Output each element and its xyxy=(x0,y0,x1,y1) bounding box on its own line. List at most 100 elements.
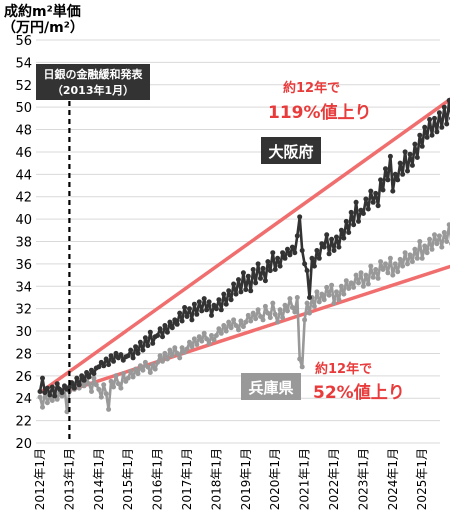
y-tick-label: 32 xyxy=(15,303,32,318)
data-point xyxy=(199,338,205,344)
data-point xyxy=(351,222,357,228)
data-point xyxy=(392,171,398,177)
data-point xyxy=(400,263,406,269)
y-tick-label: 34 xyxy=(15,280,32,295)
data-point xyxy=(341,235,347,241)
data-point xyxy=(343,218,349,224)
data-point xyxy=(441,230,447,235)
data-point xyxy=(106,406,112,412)
data-point xyxy=(446,97,450,103)
x-tick-label: 2016年1月 xyxy=(151,448,165,510)
data-point xyxy=(255,261,261,267)
data-point xyxy=(336,244,342,250)
data-point xyxy=(331,248,337,253)
data-point xyxy=(169,325,175,331)
data-point xyxy=(373,190,379,196)
data-point xyxy=(147,370,153,375)
data-point xyxy=(380,187,386,193)
data-point xyxy=(417,239,423,244)
data-point xyxy=(140,347,146,353)
data-point xyxy=(59,390,65,396)
x-tick-label: 2022年1月 xyxy=(327,448,341,510)
data-point xyxy=(199,308,205,314)
data-point xyxy=(54,381,60,387)
data-point xyxy=(292,250,298,256)
data-point xyxy=(343,278,349,284)
data-point xyxy=(211,337,217,343)
data-point xyxy=(177,355,183,361)
data-point xyxy=(265,259,271,265)
data-point xyxy=(147,329,153,335)
data-point xyxy=(103,391,109,397)
data-point xyxy=(86,381,92,387)
data-point xyxy=(47,392,53,398)
data-point xyxy=(348,209,354,215)
data-point xyxy=(91,371,97,377)
data-point xyxy=(113,350,119,356)
data-point xyxy=(66,384,72,390)
data-point xyxy=(236,277,241,283)
data-point xyxy=(311,303,317,309)
x-tick-label: 2014年1月 xyxy=(92,448,106,510)
x-tick-label: 2012年1月 xyxy=(33,448,47,510)
data-point xyxy=(378,259,384,265)
event-label-line2: （2013年1月） xyxy=(52,83,134,97)
y-tick-label: 52 xyxy=(15,79,32,94)
data-point xyxy=(101,382,107,388)
data-point xyxy=(226,319,232,325)
data-point xyxy=(409,162,415,168)
data-point xyxy=(392,261,398,267)
data-point xyxy=(363,272,369,278)
data-point xyxy=(417,132,423,138)
data-point xyxy=(216,326,222,332)
data-point xyxy=(103,356,109,362)
data-point xyxy=(422,243,428,249)
data-point xyxy=(429,246,435,252)
data-point xyxy=(250,310,256,316)
data-point xyxy=(346,286,352,291)
data-point xyxy=(157,326,163,332)
data-point xyxy=(336,297,342,303)
data-point xyxy=(260,265,266,271)
data-point xyxy=(179,318,185,324)
data-point xyxy=(409,259,415,265)
data-point xyxy=(137,363,143,369)
data-point xyxy=(137,339,143,345)
data-point xyxy=(358,270,364,276)
data-point xyxy=(160,358,165,364)
y-tick-label: 56 xyxy=(15,34,32,49)
data-point xyxy=(191,301,197,307)
data-point xyxy=(383,261,388,267)
data-point xyxy=(324,232,330,238)
data-point xyxy=(101,363,107,369)
data-point xyxy=(213,333,219,338)
data-point xyxy=(255,307,261,313)
y-tick-label: 26 xyxy=(15,370,32,385)
data-point xyxy=(282,302,288,308)
data-point xyxy=(390,188,396,194)
data-point xyxy=(444,121,450,127)
data-point xyxy=(326,251,332,257)
data-point xyxy=(267,268,273,274)
y-tick-label: 42 xyxy=(15,191,32,206)
data-point xyxy=(439,244,445,250)
data-point xyxy=(223,328,229,334)
data-point xyxy=(329,236,335,242)
data-point xyxy=(162,350,168,356)
x-axis-ticks: 2012年1月 2013年1月 2014年1月 2015年1月 2016年1月 2017年… xyxy=(33,448,429,510)
data-point xyxy=(93,382,99,388)
data-point xyxy=(275,255,281,261)
data-point xyxy=(84,370,90,375)
data-point xyxy=(108,353,114,359)
data-point xyxy=(142,335,148,341)
data-point xyxy=(223,301,229,307)
data-point xyxy=(402,149,408,155)
data-point xyxy=(370,274,376,280)
data-point xyxy=(248,318,254,324)
data-point xyxy=(236,327,241,333)
data-point xyxy=(282,255,288,261)
data-point xyxy=(216,297,222,303)
data-point xyxy=(419,255,425,261)
data-point xyxy=(37,394,43,400)
data-point xyxy=(160,334,165,340)
